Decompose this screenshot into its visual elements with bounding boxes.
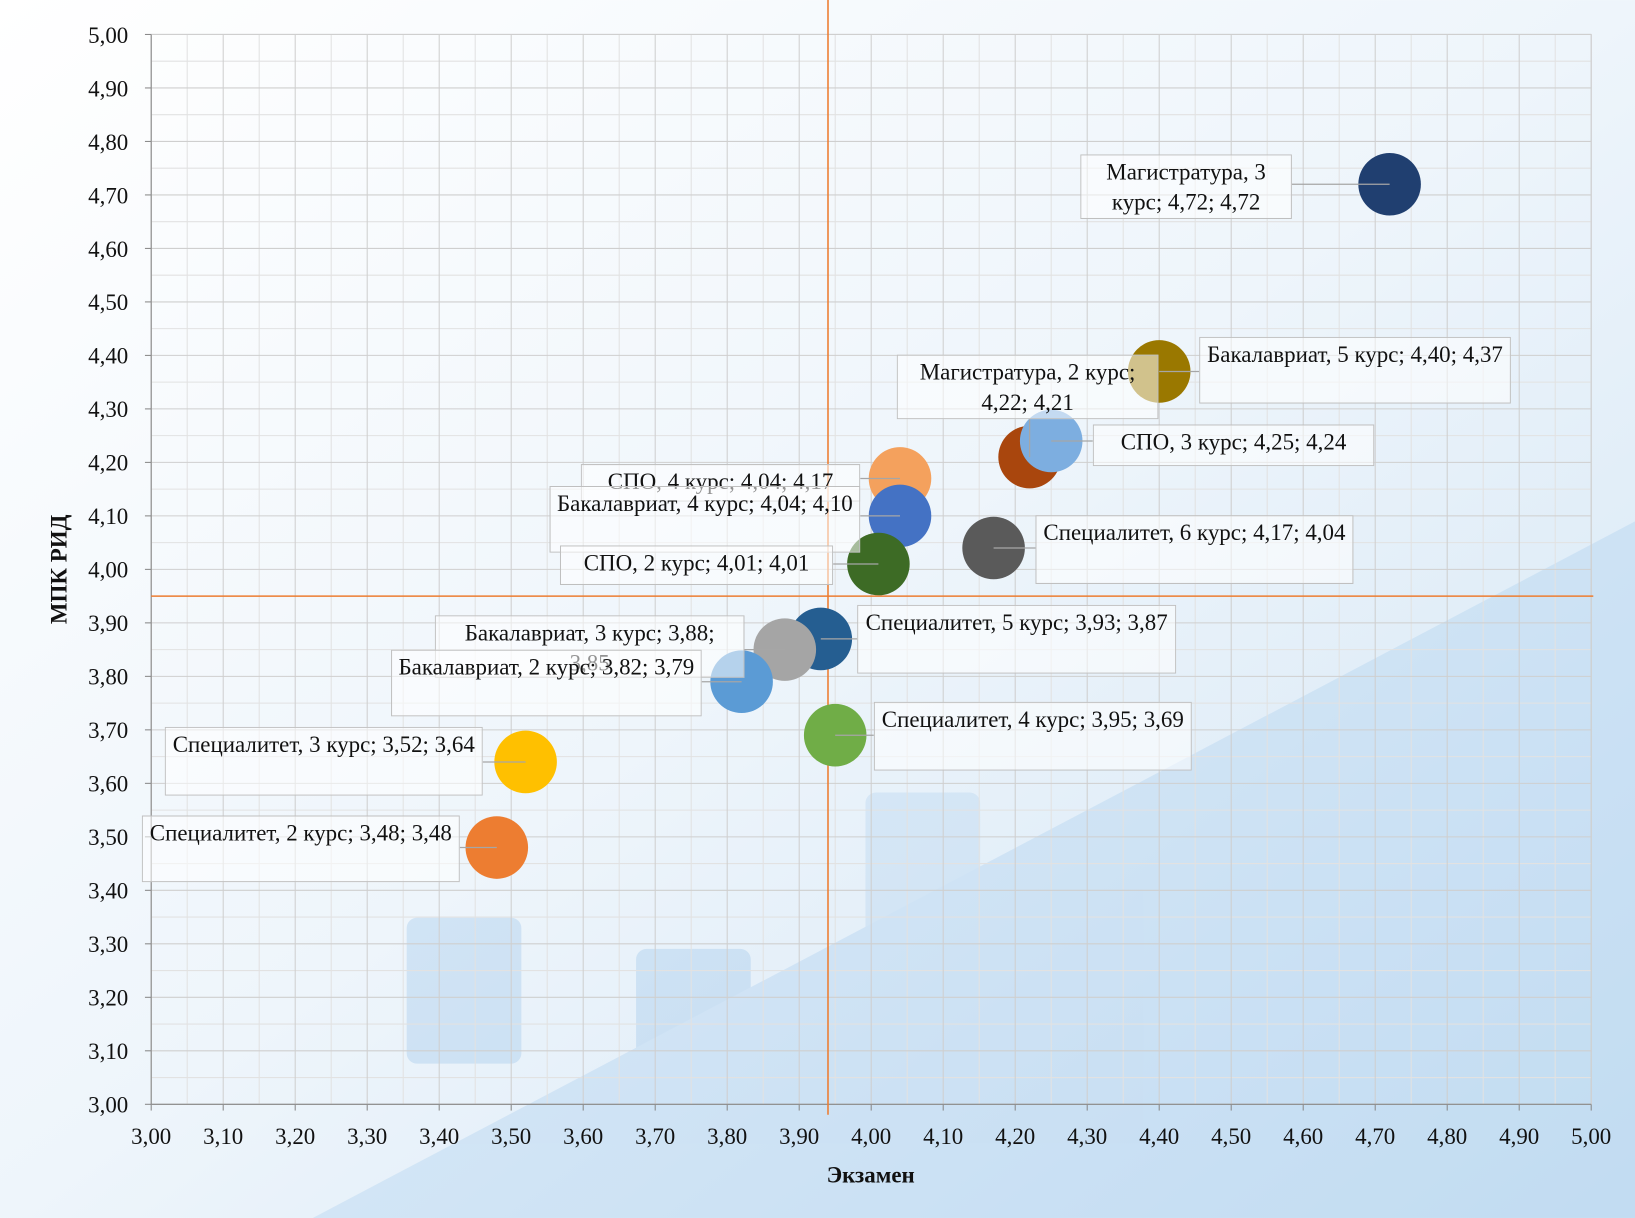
y-tick-label: 3,90 bbox=[88, 611, 128, 636]
data-label-box: СПО, 2 курс; 4,01; 4,01 bbox=[559, 545, 834, 586]
x-tick-label: 3,90 bbox=[779, 1124, 819, 1149]
data-label-box: Магистратура, 2 курс; 4,22; 4,21 bbox=[896, 354, 1159, 420]
x-tick-label: 3,30 bbox=[347, 1124, 387, 1149]
x-tick-label: 3,60 bbox=[563, 1124, 603, 1149]
data-label: Бакалавриат, 4 курс; 4,04; 4,10 bbox=[549, 485, 861, 553]
y-tick-label: 3,80 bbox=[88, 665, 128, 690]
x-tick-label: 4,10 bbox=[923, 1124, 963, 1149]
x-tick-label: 3,80 bbox=[707, 1124, 747, 1149]
x-tick-label: 3,50 bbox=[491, 1124, 531, 1149]
data-label-box: Специалитет, 6 курс; 4,17; 4,04 bbox=[1035, 515, 1354, 584]
data-label-box: Бакалавриат, 2 курс; 3,82; 3,79 bbox=[391, 649, 702, 717]
y-tick-label: 3,30 bbox=[88, 932, 128, 957]
data-label-box: Специалитет, 2 курс; 3,48; 3,48 bbox=[141, 815, 460, 883]
y-tick-label: 4,30 bbox=[88, 397, 128, 422]
x-tick-label: 4,80 bbox=[1427, 1124, 1467, 1149]
x-tick-label: 4,20 bbox=[995, 1124, 1035, 1149]
background-decoration bbox=[312, 521, 1635, 1218]
y-tick-label: 3,40 bbox=[88, 879, 128, 904]
y-tick-label: 4,60 bbox=[88, 237, 128, 262]
data-label: Магистратура, 2 курс; 4,22; 4,21 bbox=[896, 354, 1159, 420]
x-tick-label: 4,30 bbox=[1067, 1124, 1107, 1149]
x-tick-label: 4,50 bbox=[1211, 1124, 1251, 1149]
y-tick-label: 4,10 bbox=[88, 504, 128, 529]
data-label-box: Бакалавриат, 4 курс; 4,04; 4,10 bbox=[549, 485, 861, 553]
data-label: Магистратура, 3 курс; 4,72; 4,72 bbox=[1080, 154, 1292, 220]
x-axis-title: Экзамен bbox=[827, 1163, 915, 1188]
data-label: Бакалавриат, 2 курс; 3,82; 3,79 bbox=[391, 649, 702, 717]
y-tick-label: 3,20 bbox=[88, 986, 128, 1011]
x-tick-label: 3,10 bbox=[203, 1124, 243, 1149]
x-tick-label: 4,90 bbox=[1499, 1124, 1539, 1149]
data-label: Специалитет, 2 курс; 3,48; 3,48 bbox=[141, 815, 460, 883]
y-axis-title: МПК РИД bbox=[47, 514, 72, 624]
x-tick-label: 3,70 bbox=[635, 1124, 675, 1149]
y-tick-label: 3,00 bbox=[88, 1093, 128, 1118]
y-tick-label: 4,00 bbox=[88, 558, 128, 583]
y-tick-label: 3,10 bbox=[88, 1039, 128, 1064]
data-label-box: Бакалавриат, 5 курс; 4,40; 4,37 bbox=[1199, 336, 1511, 404]
y-tick-label: 4,70 bbox=[88, 183, 128, 208]
x-tick-label: 3,40 bbox=[419, 1124, 459, 1149]
x-tick-label: 4,70 bbox=[1355, 1124, 1395, 1149]
x-tick-label: 3,00 bbox=[131, 1124, 171, 1149]
x-tick-label: 5,00 bbox=[1571, 1124, 1611, 1149]
y-tick-label: 4,40 bbox=[88, 344, 128, 369]
y-tick-label: 4,50 bbox=[88, 290, 128, 315]
bubble bbox=[753, 618, 817, 681]
labels: Магистратура, 3 курс; 4,72; 4,72 Бакалавр… bbox=[141, 154, 1511, 883]
data-label-box: Специалитет, 4 курс; 3,95; 3,69 bbox=[873, 701, 1192, 771]
data-label: Специалитет, 3 курс; 3,52; 3,64 bbox=[164, 726, 483, 796]
y-tick-label: 4,90 bbox=[88, 76, 128, 101]
data-label-box: Магистратура, 3 курс; 4,72; 4,72 bbox=[1080, 154, 1292, 220]
y-tick-label: 3,50 bbox=[88, 825, 128, 850]
data-label: Бакалавриат, 5 курс; 4,40; 4,37 bbox=[1199, 336, 1511, 404]
x-tick-label: 4,00 bbox=[851, 1124, 891, 1149]
y-tick-label: 4,80 bbox=[88, 130, 128, 155]
y-tick-label: 4,20 bbox=[88, 451, 128, 476]
data-label: Специалитет, 6 курс; 4,17; 4,04 bbox=[1035, 515, 1354, 584]
data-label-box: Специалитет, 3 курс; 3,52; 3,64 bbox=[164, 726, 483, 796]
y-tick-label: 5,00 bbox=[88, 23, 128, 48]
data-label: СПО, 2 курс; 4,01; 4,01 bbox=[559, 545, 834, 586]
x-tick-label: 4,60 bbox=[1283, 1124, 1323, 1149]
y-tick-label: 3,70 bbox=[88, 718, 128, 743]
data-label: Специалитет, 5 курс; 3,93; 3,87 bbox=[857, 604, 1177, 674]
data-label: СПО, 3 курс; 4,25; 4,24 bbox=[1092, 424, 1375, 467]
y-tick-label: 3,60 bbox=[88, 772, 128, 797]
data-label-box: СПО, 3 курс; 4,25; 4,24 bbox=[1092, 424, 1375, 467]
x-tick-label: 3,20 bbox=[275, 1124, 315, 1149]
data-label-box: Специалитет, 5 курс; 3,93; 3,87 bbox=[857, 604, 1177, 674]
x-tick-label: 4,40 bbox=[1139, 1124, 1179, 1149]
data-label: Специалитет, 4 курс; 3,95; 3,69 bbox=[873, 701, 1192, 771]
